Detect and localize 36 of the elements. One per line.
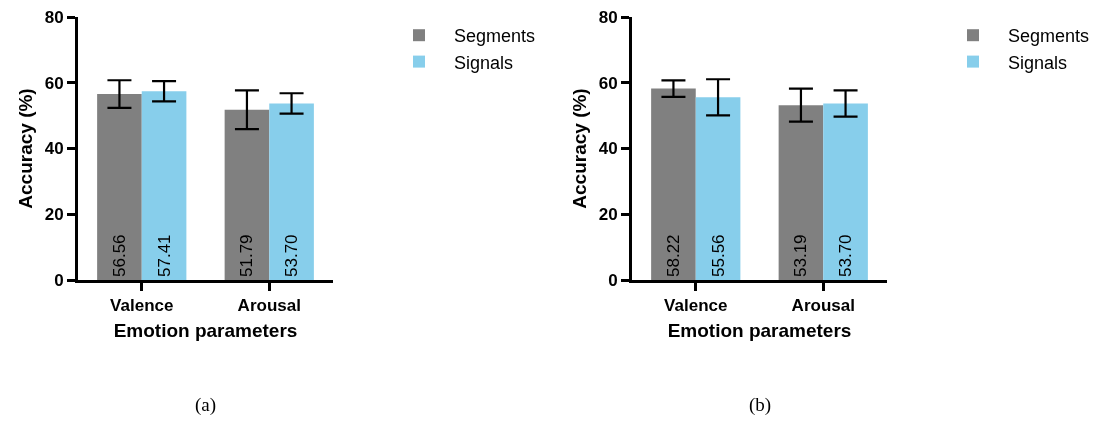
y-tick-label: 40 [598, 139, 618, 159]
legend-label: Segments [454, 26, 536, 47]
data-label: 53.70 [282, 234, 302, 277]
y-axis-title: Accuracy (%) [14, 88, 36, 209]
bar [269, 103, 314, 280]
data-label: 58.22 [663, 234, 683, 277]
data-label: 55.56 [708, 234, 728, 277]
y-tick-label: 80 [44, 7, 64, 27]
x-axis-title: Emotion parameters [113, 320, 298, 342]
x-axis-title: Emotion parameters [667, 320, 852, 342]
x-tick-label: Arousal [237, 296, 301, 316]
text: (a) [195, 394, 217, 416]
x-tick-label: Valence [110, 296, 174, 316]
data-label: 53.19 [791, 234, 811, 277]
legend-label: Segments [1008, 26, 1090, 47]
data-label: 51.79 [237, 234, 257, 277]
y-tick-label: 60 [598, 73, 618, 93]
legend-label: Signals [454, 52, 514, 73]
data-label: 57.41 [154, 234, 174, 277]
y-tick-label: 20 [44, 205, 64, 225]
y-tick-label: 60 [44, 73, 64, 93]
y-axis-title: Accuracy (%) [568, 88, 590, 209]
bar [141, 91, 187, 280]
y-tick-label: 0 [54, 270, 64, 290]
y-tick-label: 20 [598, 205, 618, 225]
x-tick-label: Arousal [791, 296, 855, 316]
data-label: 56.56 [109, 234, 129, 277]
y-tick-label: 80 [598, 7, 618, 27]
y-tick-label: 40 [44, 139, 64, 159]
legend-label: Signals [1008, 52, 1068, 73]
data-label: 53.70 [836, 234, 856, 277]
x-tick-label: Valence [664, 296, 728, 316]
bar [224, 109, 270, 280]
y-tick-label: 0 [608, 270, 618, 290]
text: (b) [749, 394, 772, 416]
bar [97, 94, 142, 280]
